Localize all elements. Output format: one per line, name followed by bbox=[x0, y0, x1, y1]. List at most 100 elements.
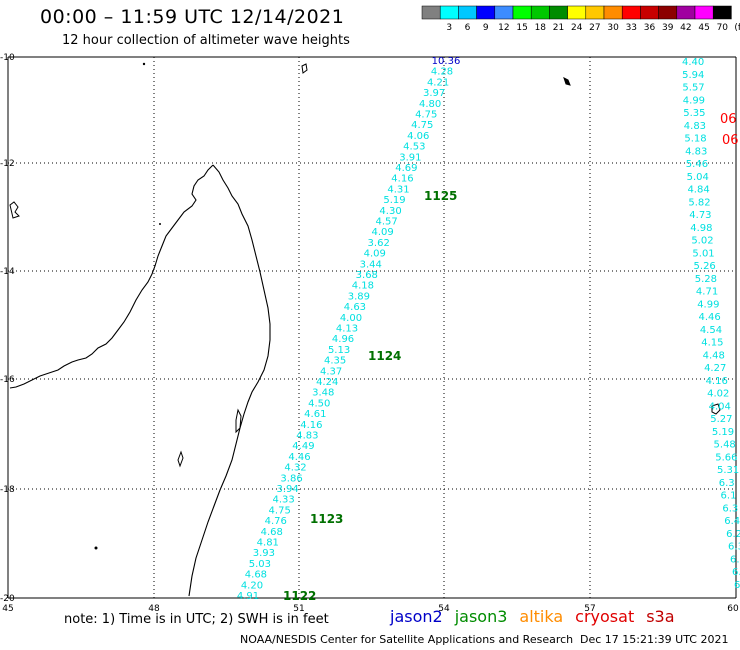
swh-value: 4.80 bbox=[419, 99, 441, 110]
lat-lon-grid bbox=[8, 57, 736, 598]
colorbar-label: 6 bbox=[465, 23, 471, 33]
swh-value-east: 4.46 bbox=[698, 312, 720, 323]
swh-value: 4.30 bbox=[379, 206, 401, 217]
legend-jason2: jason2 bbox=[390, 607, 443, 626]
swh-value: 4.32 bbox=[284, 463, 306, 474]
swh-value-east: 5.26 bbox=[694, 261, 716, 272]
lat-tick-label: -14 bbox=[0, 267, 15, 277]
swh-value-cryosat: 06 bbox=[722, 133, 739, 148]
colorbar-swatch bbox=[567, 5, 587, 20]
colorbar-swatch bbox=[658, 5, 678, 20]
legend-s3a: s3a bbox=[646, 607, 675, 626]
altimeter-track-east: 4.405.945.574.995.354.835.184.835.465.04… bbox=[682, 57, 740, 591]
colorbar-swatch bbox=[603, 5, 623, 20]
page-subtitle: 12 hour collection of altimeter wave hei… bbox=[62, 33, 350, 48]
swh-value: 4.69 bbox=[395, 163, 417, 174]
swh-value: 3.91 bbox=[399, 152, 421, 163]
track-hour-label: 1125 bbox=[424, 189, 457, 203]
swh-value: 4.91 bbox=[237, 591, 259, 602]
swh-value: 4.57 bbox=[375, 217, 397, 228]
island-mayotte bbox=[301, 63, 308, 74]
swh-value-east: 6.1 bbox=[730, 554, 740, 565]
swh-value-east: 4.73 bbox=[689, 210, 711, 221]
swh-value: 3.44 bbox=[360, 259, 382, 270]
swh-value-east: 5.04 bbox=[687, 172, 709, 183]
page-title: 00:00 – 11:59 UTC 12/14/2021 bbox=[40, 6, 345, 28]
island-dot-2 bbox=[142, 62, 146, 66]
lat-tick-label: -10 bbox=[0, 53, 15, 63]
legend-altika: altika bbox=[519, 607, 564, 626]
colorbar-swatch bbox=[512, 5, 532, 20]
swh-value-east: 6.2 bbox=[726, 529, 740, 540]
swh-value: 4.16 bbox=[391, 174, 413, 185]
colorbar-swatch bbox=[530, 5, 550, 20]
satellite-legend: jason2 jason3 altika cryosat s3a bbox=[390, 607, 687, 626]
swh-value-east: 5.27 bbox=[710, 414, 732, 425]
swh-value-east: 5.02 bbox=[691, 236, 713, 247]
swh-value: 4.00 bbox=[340, 313, 362, 324]
colorbar-label: 45 bbox=[698, 23, 709, 33]
swh-value-cryosat: 06 bbox=[720, 112, 737, 127]
swh-value: 4.75 bbox=[411, 120, 433, 131]
swh-value-east: 5.66 bbox=[715, 452, 737, 463]
swh-value: 4.24 bbox=[316, 377, 338, 388]
swh-value-east: 5.35 bbox=[683, 108, 705, 119]
swh-value: 4.68 bbox=[245, 570, 267, 581]
lat-tick-label: -16 bbox=[0, 375, 15, 385]
island-dot-3 bbox=[159, 223, 161, 225]
swh-value: 5.19 bbox=[383, 195, 405, 206]
swh-value: 4.35 bbox=[324, 356, 346, 367]
lat-tick-label: -20 bbox=[0, 594, 15, 604]
swh-value: 3.93 bbox=[253, 548, 275, 559]
colorbar-label: 33 bbox=[626, 23, 637, 33]
colorbar-label: 18 bbox=[535, 23, 547, 33]
swh-value-east: 5.94 bbox=[682, 70, 704, 81]
swh-value-east: 5.18 bbox=[684, 134, 706, 145]
swh-value-east: 6.3 bbox=[728, 542, 740, 553]
swh-value-east: 4.16 bbox=[706, 376, 728, 387]
swh-value-east: 6.4 bbox=[724, 516, 740, 527]
colorbar-label: 30 bbox=[607, 23, 619, 33]
swh-value: 4.20 bbox=[241, 580, 263, 591]
swh-value: 4.68 bbox=[261, 527, 283, 538]
swh-value-east: 4.98 bbox=[690, 223, 712, 234]
colorbar-label: 39 bbox=[662, 23, 674, 33]
generation-timestamp: Dec 17 15:21:39 UTC 2021 bbox=[580, 633, 729, 646]
credit-line: NOAA/NESDIS Center for Satellite Applica… bbox=[240, 633, 574, 646]
swh-value: 4.50 bbox=[308, 398, 330, 409]
lat-tick-label: -18 bbox=[0, 485, 15, 495]
colorbar-label: 70 bbox=[717, 23, 729, 33]
swh-value-east: 5.46 bbox=[686, 159, 708, 170]
swh-value-east: 6.0 bbox=[734, 580, 740, 591]
swh-value-east: 6.3 bbox=[722, 503, 738, 514]
island-small-1 bbox=[177, 450, 184, 468]
swh-value-east: 4.71 bbox=[696, 287, 718, 298]
track-hour-label: 1123 bbox=[310, 512, 343, 526]
swh-value-east: 4.40 bbox=[682, 57, 704, 68]
colorbar-swatch bbox=[621, 5, 641, 20]
swh-value: 4.83 bbox=[296, 431, 318, 442]
swh-value: 4.13 bbox=[336, 324, 358, 335]
colorbar-swatch bbox=[494, 5, 514, 20]
colorbar-swatch bbox=[640, 5, 659, 20]
swh-value-east: 4.83 bbox=[684, 121, 706, 132]
lon-tick-label: 57 bbox=[584, 604, 595, 614]
map-frame bbox=[7, 56, 737, 599]
colorbar-label: 36 bbox=[644, 23, 656, 33]
swh-value-east: 5.48 bbox=[714, 440, 736, 451]
swh-value-east: 4.84 bbox=[687, 185, 709, 196]
swh-value: 4.18 bbox=[352, 281, 374, 292]
swh-value: 4.37 bbox=[320, 366, 342, 377]
swh-value: 5.03 bbox=[249, 559, 271, 570]
swh-value: 3.62 bbox=[368, 238, 390, 249]
swh-value: 3.68 bbox=[356, 270, 378, 281]
colorbar-label: 15 bbox=[516, 23, 527, 33]
colorbar-label: 9 bbox=[483, 23, 489, 33]
longitude-tick-labels: 45 48 51 54 57 60 bbox=[2, 604, 739, 614]
swh-value-east: 5.01 bbox=[692, 248, 714, 259]
swh-value-east: 6.3 bbox=[719, 478, 735, 489]
swh-value: 3.94 bbox=[276, 484, 298, 495]
